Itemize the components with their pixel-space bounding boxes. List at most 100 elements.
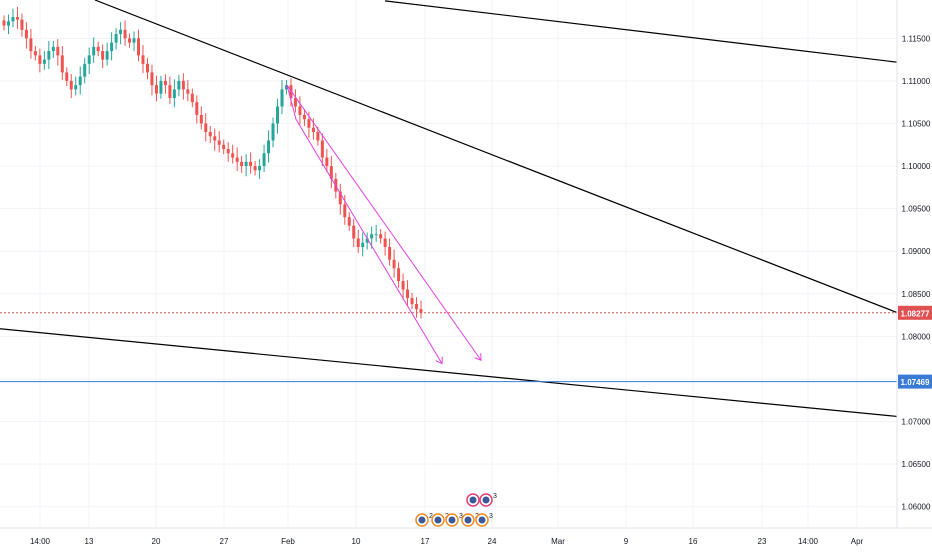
candle xyxy=(137,29,141,62)
candle xyxy=(128,33,132,48)
candle-body xyxy=(119,29,123,35)
candle xyxy=(20,13,24,37)
candle xyxy=(226,142,230,162)
trend-lines[interactable] xyxy=(0,0,898,418)
time-tick-label: 9 xyxy=(624,537,629,546)
trend-line-top-right-line[interactable] xyxy=(384,0,898,63)
candle-body xyxy=(370,234,374,239)
candle xyxy=(293,89,297,113)
trend-line-upper-descending[interactable] xyxy=(94,0,898,314)
time-tick-label: 24 xyxy=(488,537,497,546)
channel-upper-line[interactable] xyxy=(286,84,481,360)
candle-body xyxy=(280,89,284,107)
candle-body xyxy=(302,114,306,120)
candle-body xyxy=(293,97,297,107)
event-icon[interactable]: 3 xyxy=(445,513,463,527)
event-flag-icon xyxy=(482,496,490,504)
candle xyxy=(96,41,100,57)
time-tick-label: 27 xyxy=(220,537,229,546)
candle-body xyxy=(87,55,91,64)
candle xyxy=(365,232,369,250)
candle xyxy=(163,74,167,94)
candle-body xyxy=(356,238,360,247)
candle xyxy=(141,45,145,74)
candle-body xyxy=(78,76,82,86)
candle-body xyxy=(262,153,266,167)
candle-body xyxy=(51,46,55,52)
candle-body xyxy=(190,93,194,103)
time-tick-label: 17 xyxy=(421,537,430,546)
candle xyxy=(347,212,351,231)
candle-body xyxy=(298,106,302,115)
economic-events[interactable]: 223233 xyxy=(415,493,497,527)
candle-body xyxy=(74,85,78,90)
candle-body xyxy=(276,106,280,124)
candle xyxy=(284,80,288,95)
candle xyxy=(11,8,15,28)
candle xyxy=(172,79,176,108)
candle xyxy=(177,74,181,97)
candle xyxy=(253,160,257,176)
candle xyxy=(401,273,405,300)
candle-body xyxy=(56,46,60,56)
candle xyxy=(38,48,42,73)
candle-body xyxy=(343,204,347,218)
candle-body xyxy=(213,136,217,141)
candle-body xyxy=(347,217,351,226)
event-icon[interactable]: 2 xyxy=(415,513,433,527)
candle-body xyxy=(307,119,311,128)
candle xyxy=(374,224,378,242)
event-flag-icon xyxy=(434,516,442,524)
candle-body xyxy=(419,309,423,313)
candle-body xyxy=(65,72,69,81)
candle-body xyxy=(271,123,275,141)
candle xyxy=(87,47,91,75)
candle-body xyxy=(24,29,28,39)
candle xyxy=(329,155,333,189)
candle xyxy=(213,128,217,151)
candle xyxy=(249,152,253,174)
candle-body xyxy=(258,166,262,171)
candle-body xyxy=(177,80,181,90)
event-count: 3 xyxy=(493,493,497,500)
candle-body xyxy=(325,157,329,167)
candle xyxy=(15,6,19,29)
candle-body xyxy=(110,42,114,52)
price-tick-label: 1.06500 xyxy=(902,460,931,469)
event-icon[interactable]: 3 xyxy=(479,493,497,507)
price-axis[interactable]: 1.060001.065001.070001.075001.080001.085… xyxy=(902,34,931,511)
candle xyxy=(208,126,212,144)
candle-body xyxy=(244,161,248,167)
candle-body xyxy=(29,38,33,52)
candle xyxy=(154,75,158,102)
candle xyxy=(51,40,55,58)
price-tick-label: 1.07000 xyxy=(902,418,931,427)
candle-body xyxy=(141,55,145,64)
candle-body xyxy=(186,89,190,94)
candle xyxy=(110,32,114,61)
candle xyxy=(271,117,275,148)
event-icon[interactable]: 3 xyxy=(475,513,493,527)
candle-body xyxy=(181,80,185,90)
trend-line-lower-descending[interactable] xyxy=(0,328,898,418)
price-tick-label: 1.10000 xyxy=(902,162,931,171)
time-tick-label: Apr xyxy=(851,537,864,546)
candle xyxy=(101,44,105,69)
descending-channel[interactable] xyxy=(286,84,481,363)
channel-lower-line[interactable] xyxy=(295,118,442,363)
event-count: 3 xyxy=(489,513,493,520)
candle xyxy=(190,88,194,108)
candle-body xyxy=(38,55,42,64)
candle-body xyxy=(352,225,356,239)
candle xyxy=(383,231,387,256)
candle-body xyxy=(338,191,342,205)
candle-body xyxy=(69,80,73,90)
candle xyxy=(2,15,6,31)
candle-body xyxy=(374,234,378,236)
candle-body xyxy=(231,153,235,158)
candle xyxy=(69,74,73,98)
time-axis[interactable]: 14:00 13 20 27 Feb 10 17 24 Mar 9 16 23 14:00 Apr xyxy=(30,537,864,546)
candle-body xyxy=(33,51,37,56)
